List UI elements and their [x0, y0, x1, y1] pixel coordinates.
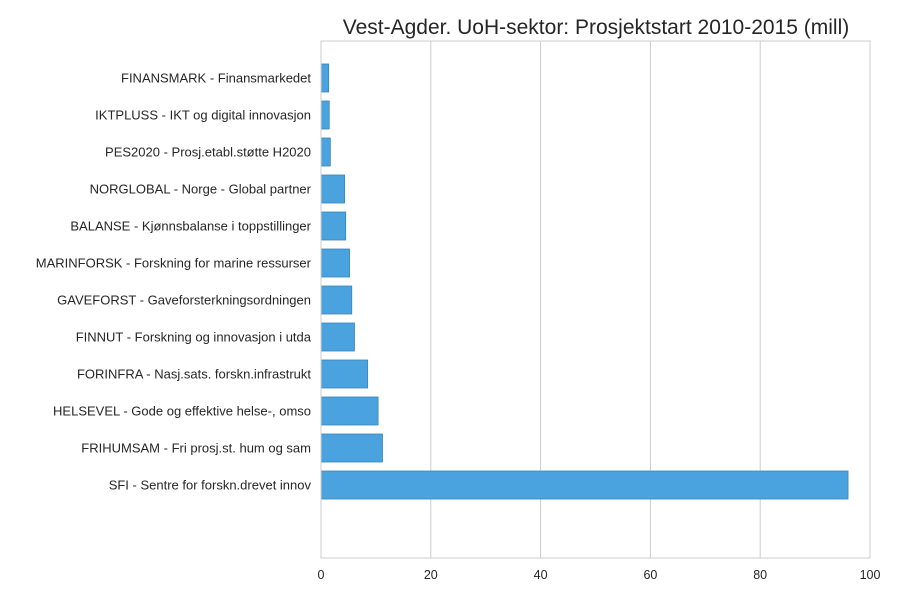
bar: [320, 322, 355, 352]
bar: [320, 396, 379, 426]
bar: [320, 285, 353, 315]
x-tick-label: 80: [753, 568, 767, 582]
category-labels: FINANSMARK - Finansmarkedet IKTPLUSS - IK…: [36, 71, 312, 493]
bar: [320, 174, 346, 204]
bars: [320, 63, 849, 500]
category-label: FRIHUMSAM - Fri prosj.st. hum og sam: [81, 441, 311, 456]
bar: [320, 359, 369, 389]
category-label: NORGLOBAL - Norge - Global partner: [90, 182, 312, 197]
chart-title: Vest-Agder. UoH-sektor: Prosjektstart 20…: [343, 16, 850, 39]
category-label: SFI - Sentre for forskn.drevet innov: [109, 478, 312, 493]
x-tick-label: 100: [860, 568, 881, 582]
category-label: FINANSMARK - Finansmarkedet: [121, 71, 311, 86]
bar: [320, 470, 849, 500]
category-label: HELSEVEL - Gode og effektive helse-, oms…: [53, 404, 311, 419]
plot-frame: [320, 40, 871, 559]
bar: [320, 137, 331, 167]
category-label: IKTPLUSS - IKT og digital innovasjon: [95, 108, 311, 123]
bar: [320, 433, 383, 463]
x-tick-labels: 0 20 40 60 80 100: [318, 568, 881, 582]
x-tick-label: 0: [318, 568, 325, 582]
category-label: FINNUT - Forskning og innovasjon i utda: [76, 330, 312, 345]
bar: [320, 63, 330, 93]
category-label: MARINFORSK - Forskning for marine ressur…: [36, 256, 312, 271]
category-label: FORINFRA - Nasj.sats. forskn.infrastrukt: [77, 367, 311, 382]
x-tick-label: 20: [424, 568, 438, 582]
bar: [320, 248, 350, 278]
category-label: PES2020 - Prosj.etabl.støtte H2020: [105, 145, 311, 160]
category-label: GAVEFORST - Gaveforsterkningsordningen: [57, 293, 311, 308]
category-label: BALANSE - Kjønnsbalanse i toppstillinger: [70, 219, 311, 234]
bar: [320, 211, 347, 241]
x-tick-label: 60: [643, 568, 657, 582]
bar: [320, 100, 330, 130]
x-tick-label: 40: [534, 568, 548, 582]
